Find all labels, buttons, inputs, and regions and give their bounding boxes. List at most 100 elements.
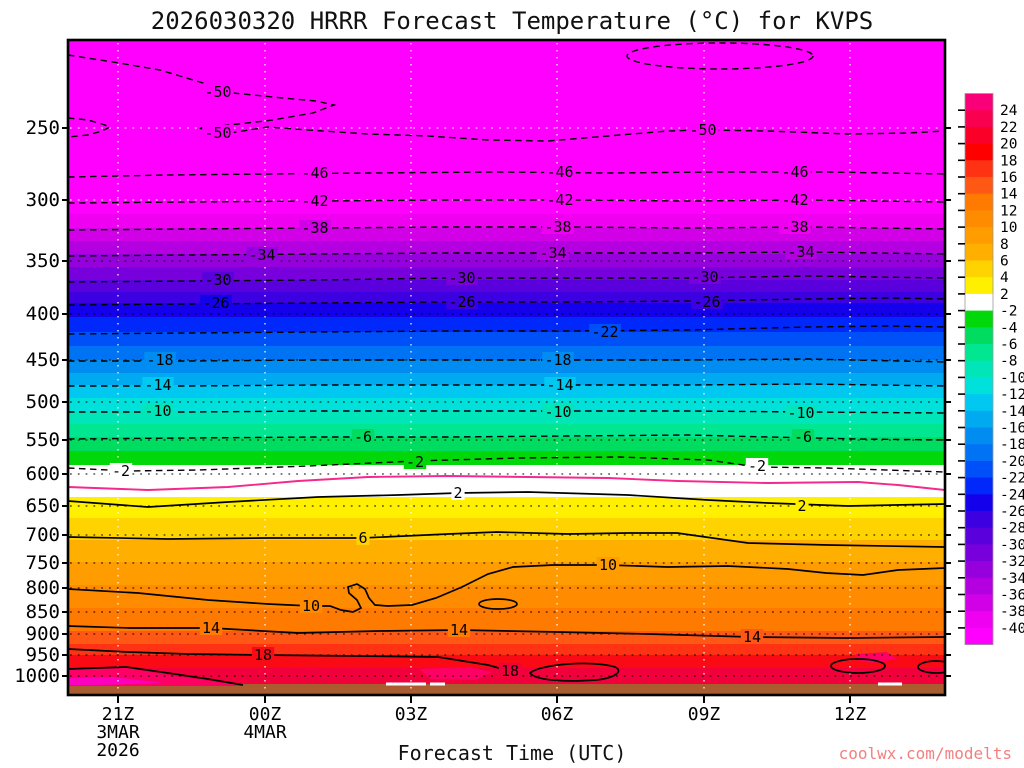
- colorbar-label--2: -2: [1000, 304, 1017, 320]
- contour-label-bg: [544, 164, 576, 179]
- surface-patch: [420, 667, 492, 680]
- contour-label-bg: [779, 192, 811, 207]
- contour-label-bg: [202, 272, 234, 287]
- colorbar-segment: [965, 193, 993, 211]
- y-tick-label-500: 500: [26, 391, 60, 413]
- colorbar-segment: [965, 394, 993, 412]
- contour-label-18: 18: [254, 646, 272, 664]
- y-tick-label-850: 850: [26, 601, 60, 623]
- contour-label-18: 18: [501, 662, 519, 680]
- contour-label--50: -50: [204, 83, 231, 101]
- colorbar-label-8: 8: [1000, 237, 1009, 253]
- x-tick-sublabel: 3MAR: [96, 722, 140, 743]
- colorbar-label-24: 24: [1000, 103, 1018, 119]
- contour-label-bg: [785, 244, 817, 259]
- colorbar-segment: [965, 344, 993, 362]
- x-tick-label-03Z: 03Z: [395, 704, 428, 725]
- isotherm-2: [68, 491, 945, 508]
- x-tick-label-06Z: 06Z: [541, 704, 574, 725]
- isotherm-6: [68, 531, 945, 548]
- band--26..-24: [68, 303, 945, 317]
- isotherm-0: [68, 475, 945, 491]
- contour-label-bg: [785, 405, 817, 420]
- colorbar-segment: [965, 93, 993, 111]
- contour-label--10: -10: [787, 404, 814, 422]
- band--24..-22: [68, 317, 945, 332]
- colorbar-segment: [965, 477, 993, 495]
- colorbar-segment: [965, 227, 993, 245]
- colorbar-label--36: -36: [1000, 588, 1024, 604]
- contour-label--46: -46: [301, 164, 328, 182]
- colorbar-label--30: -30: [1000, 537, 1024, 553]
- band--38..-36: [68, 228, 945, 241]
- contour-label-bg: [299, 220, 331, 235]
- colorbar-label--38: -38: [1000, 604, 1024, 620]
- band-10..12: [68, 585, 945, 608]
- contour-label-bg: [779, 219, 811, 234]
- contour-label-bg: [299, 598, 323, 613]
- contour-label-bg: [202, 125, 234, 140]
- y-axis-pressure: 2503003504004505005506006507007508008509…: [14, 117, 951, 687]
- contour-label-bg: [542, 404, 574, 419]
- contour-label--50: -50: [204, 124, 231, 142]
- isotherm-contours: [68, 42, 945, 686]
- band-< -40: [68, 40, 945, 214]
- y-tick-label-550: 550: [26, 429, 60, 451]
- isotherm--30: [68, 275, 945, 283]
- band-8..10: [68, 562, 945, 585]
- watermark-link[interactable]: coolwx.com/modelts: [838, 744, 1012, 763]
- contour-label-10: 10: [599, 556, 617, 574]
- colorbar: 24222018161412108642-2-4-6-8-10-12-14-16…: [958, 93, 1024, 645]
- plot-frame: [66, 38, 947, 697]
- colorbar-segment: [965, 561, 993, 579]
- contour-label-bg: [687, 122, 719, 137]
- contour-label--42: -42: [546, 191, 573, 209]
- contour-label--26: -26: [202, 294, 229, 312]
- colorbar-segment: [965, 126, 993, 144]
- contour-label--30: -30: [691, 268, 718, 286]
- colorbar-segment: [965, 110, 993, 128]
- contour-label--6: -6: [794, 428, 812, 446]
- colorbar-segment: [965, 627, 993, 645]
- warm-surface-patches: [68, 652, 898, 686]
- contour-label-bg: [299, 193, 331, 208]
- contour-label--46: -46: [781, 163, 808, 181]
- contour-label-bg: [544, 192, 576, 207]
- colorbar-label--10: -10: [1000, 370, 1024, 386]
- contour-label--26: -26: [448, 293, 475, 311]
- plot-area: -50-50 -50-46 -46 -46-42 -42 -42-38 -38 -38-34-…: [68, 40, 945, 695]
- contour-label-bg: [689, 269, 721, 284]
- x-axis-label: Forecast Time (UTC): [397, 741, 627, 765]
- contour-label--38: -38: [301, 219, 328, 237]
- colorbar-label--32: -32: [1000, 554, 1024, 570]
- contour-label-10: 10: [302, 597, 320, 615]
- band-16..18: [68, 644, 945, 655]
- colorbar-label--18: -18: [1000, 437, 1024, 453]
- contour-label--42: -42: [781, 191, 808, 209]
- colorbar-segment: [965, 377, 993, 395]
- y-tick-label-800: 800: [26, 577, 60, 599]
- isotherm-18: [917, 660, 945, 674]
- band--34..-32: [68, 254, 945, 267]
- contour-label--42: -42: [301, 192, 328, 210]
- colorbar-segment: [965, 177, 993, 195]
- isotherm-22: [68, 666, 244, 686]
- colorbar-label-16: 16: [1000, 170, 1017, 186]
- contour-label-bg: [446, 270, 478, 285]
- y-tick-label-950: 950: [26, 644, 60, 666]
- band--32..-30: [68, 267, 945, 280]
- contour-label-bg: [498, 663, 522, 678]
- contour-label--2: -2: [748, 457, 766, 475]
- band-ground: [68, 684, 945, 695]
- colorbar-segment: [965, 310, 993, 328]
- colorbar-segment: [965, 511, 993, 529]
- x-tick-sublabel: 2026: [96, 740, 139, 761]
- band--12..-10: [68, 398, 945, 411]
- isotherm-10: [68, 564, 945, 613]
- isotherm-18: [830, 658, 886, 674]
- band--40..-38: [68, 214, 945, 228]
- y-tick-label-700: 700: [26, 524, 60, 546]
- band--36..-34: [68, 241, 945, 254]
- band-18..20: [68, 655, 945, 668]
